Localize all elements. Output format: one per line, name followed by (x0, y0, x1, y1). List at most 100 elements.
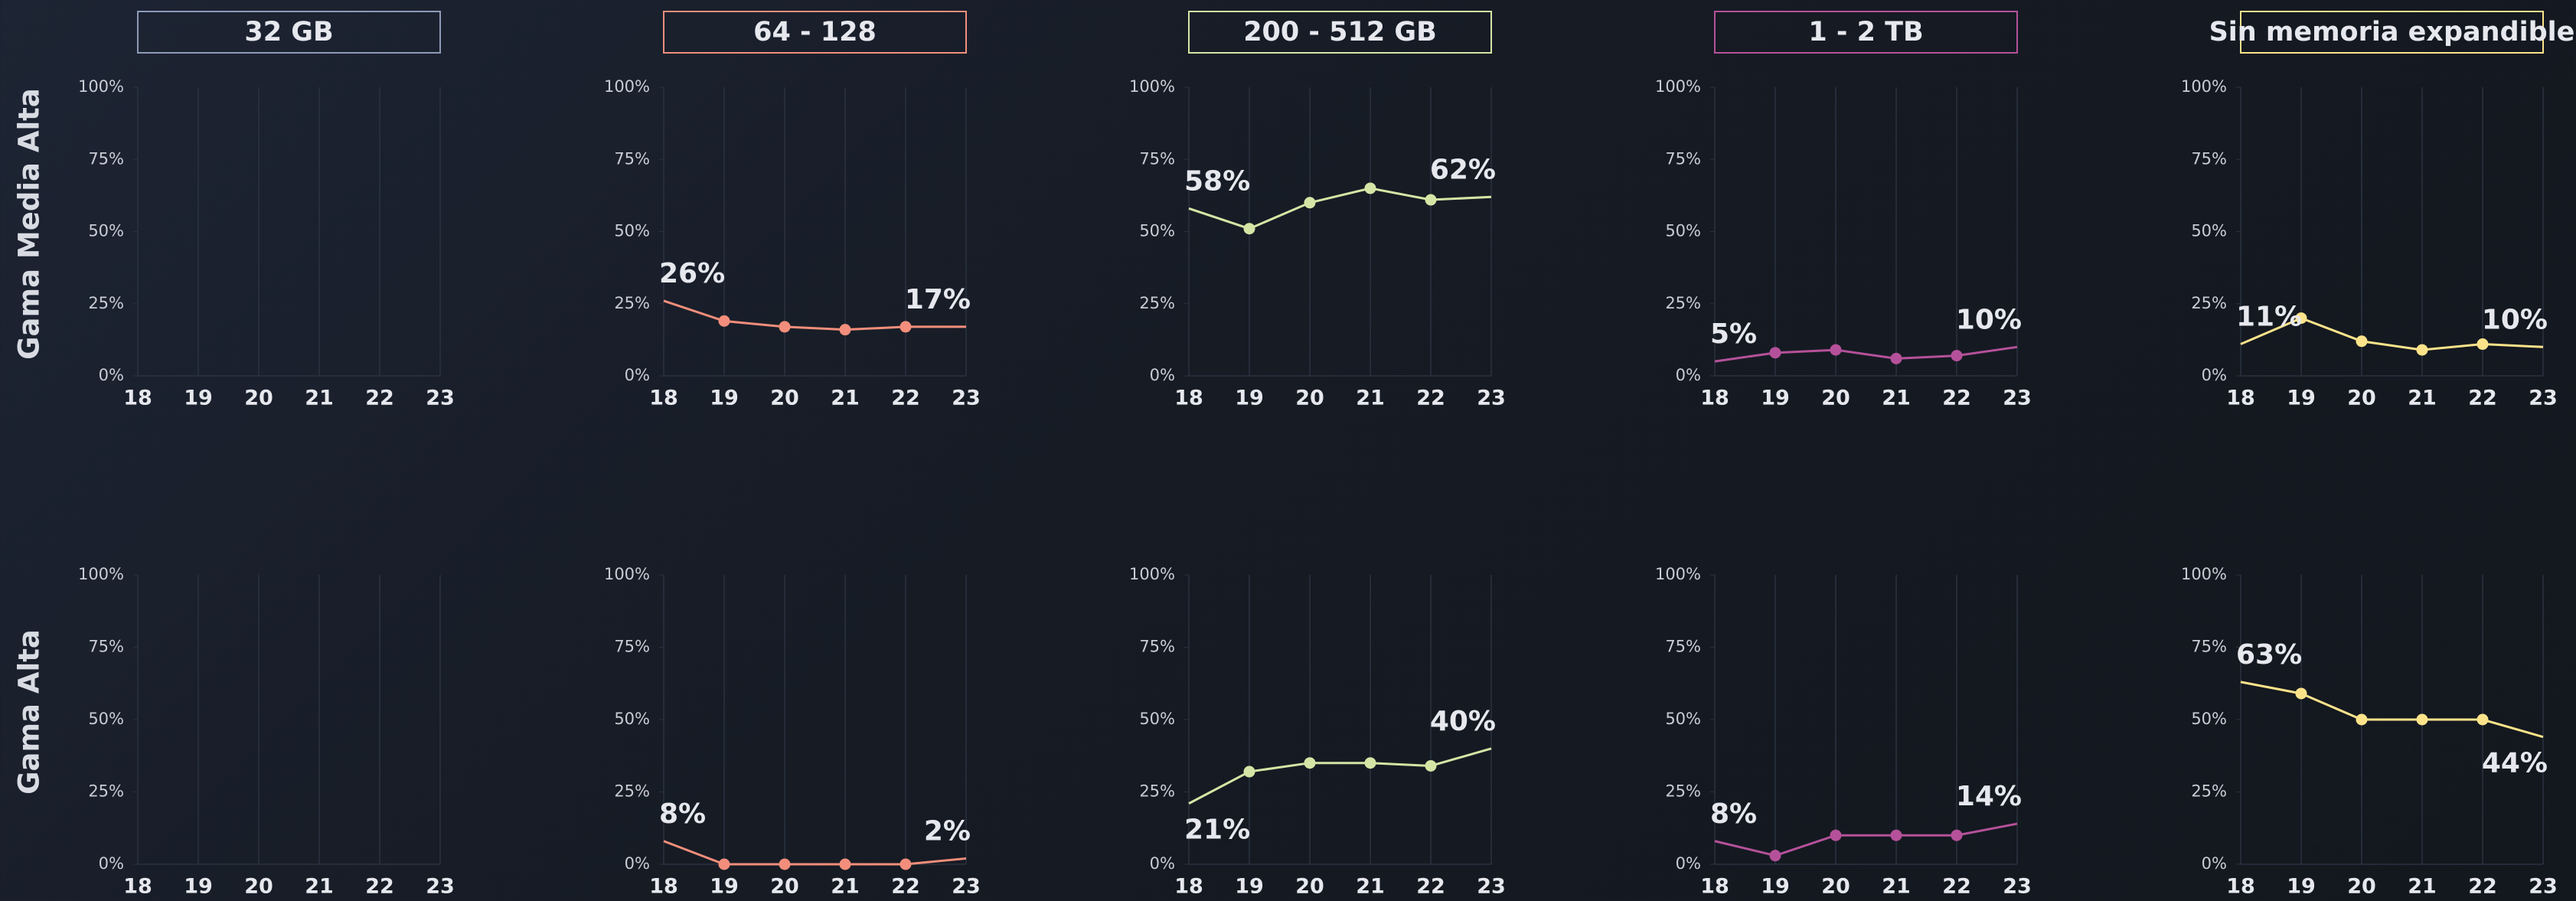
point (1890, 829, 1902, 841)
y-tick-label: 50% (1665, 710, 1701, 728)
y-tick-label: 100% (604, 77, 650, 96)
point (1769, 347, 1781, 359)
y-tick-label: 50% (1139, 710, 1175, 728)
x-tick-label: 22 (365, 387, 394, 410)
x-tick-label: 18 (123, 387, 152, 410)
x-tick-label: 18 (2226, 875, 2255, 899)
small-chart: 18 19 20 21 22 23 0% 25% 50% 75% 100% 21% 40% (1129, 565, 1506, 899)
x-tick-label: 23 (1477, 875, 1506, 899)
small-chart: 18 19 20 21 22 23 0% 25% 50% 75% 100% 58% 62% (1129, 77, 1506, 410)
y-tick-label: 25% (2191, 782, 2227, 801)
point (718, 858, 730, 870)
point (1830, 829, 1842, 841)
column-header: 64 - 128 (753, 17, 877, 47)
x-tick-label: 22 (2468, 875, 2497, 899)
x-tick-label: 23 (2003, 387, 2032, 410)
value-label: 10% (2482, 304, 2548, 335)
x-tick-label: 19 (710, 875, 739, 899)
y-tick-label: 0% (2202, 366, 2227, 384)
y-tick-label: 100% (1129, 77, 1175, 96)
x-tick-label: 20 (1821, 875, 1850, 899)
value-label: 17% (905, 284, 971, 315)
y-tick-label: 75% (614, 638, 650, 656)
x-tick-label: 18 (1700, 875, 1729, 899)
y-tick-label: 75% (1139, 638, 1175, 656)
x-tick-label: 19 (1761, 875, 1790, 899)
x-tick-label: 21 (1882, 875, 1911, 899)
x-tick-label: 21 (831, 875, 860, 899)
x-tick-label: 19 (2287, 387, 2316, 410)
x-tick-label: 19 (1235, 387, 1264, 410)
x-tick-label: 18 (649, 387, 678, 410)
line (2240, 681, 2544, 739)
x-tick-label: 19 (710, 387, 739, 410)
x-tick-label: 21 (2408, 875, 2437, 899)
small-chart: 18 19 20 21 22 23 0% 25% 50% 75% 100% 63% 44% (2181, 565, 2558, 899)
y-tick-label: 25% (1139, 782, 1175, 801)
line (1188, 187, 1492, 230)
small-chart: 18 19 20 21 22 23 0% 25% 50% 75% 100% (78, 565, 455, 899)
x-tick-label: 20 (2347, 387, 2376, 410)
y-tick-label: 100% (2181, 77, 2227, 96)
x-tick-label: 20 (770, 875, 799, 899)
small-chart: 18 19 20 21 22 23 0% 25% 50% 75% 100% (78, 77, 455, 410)
value-label: 8% (659, 798, 706, 830)
y-tick-label: 25% (2191, 294, 2227, 312)
point (899, 858, 912, 870)
x-tick-label: 18 (2226, 387, 2255, 410)
y-tick-label: 25% (614, 782, 650, 801)
y-tick-label: 50% (88, 222, 124, 240)
line (663, 840, 967, 866)
x-tick-label: 21 (305, 875, 334, 899)
x-tick-label: 19 (2287, 875, 2316, 899)
y-tick-label: 0% (99, 854, 124, 873)
point (2416, 713, 2428, 726)
line (663, 299, 966, 331)
point (2295, 687, 2307, 700)
line (1714, 345, 2018, 363)
value-label: 62% (1430, 154, 1496, 185)
value-label: 2% (924, 815, 971, 847)
small-chart: 18 19 20 21 22 23 0% 25% 50% 75% 100% 8% 2% (604, 565, 981, 899)
x-tick-label: 20 (244, 875, 273, 899)
column-header-box (663, 11, 967, 54)
y-tick-label: 75% (88, 638, 124, 656)
y-tick-label: 75% (1665, 149, 1701, 168)
x-tick-label: 20 (770, 387, 799, 410)
y-tick-label: 75% (88, 149, 124, 168)
point (2476, 713, 2489, 726)
x-tick-label: 20 (244, 387, 273, 410)
column-header: 200 - 512 GB (1243, 17, 1437, 47)
y-tick-label: 25% (88, 294, 124, 312)
x-tick-label: 20 (2347, 875, 2376, 899)
x-tick-label: 21 (1356, 875, 1385, 899)
y-tick-label: 50% (614, 710, 650, 728)
x-tick-label: 21 (1882, 387, 1911, 410)
row-label: Gama Alta (13, 629, 46, 795)
y-tick-label: 25% (614, 294, 650, 312)
value-label: 5% (1710, 318, 1757, 350)
y-tick-label: 0% (625, 854, 650, 873)
x-tick-label: 22 (1942, 387, 1971, 410)
y-tick-label: 50% (88, 710, 124, 728)
x-tick-label: 22 (1416, 387, 1445, 410)
y-tick-label: 0% (1676, 854, 1701, 873)
y-tick-label: 50% (1665, 222, 1701, 240)
point (1364, 757, 1376, 769)
line (2240, 316, 2544, 351)
x-tick-label: 23 (426, 875, 455, 899)
y-tick-label: 100% (78, 77, 124, 96)
point (718, 315, 730, 327)
x-tick-label: 21 (2408, 387, 2437, 410)
x-tick-label: 18 (1700, 387, 1729, 410)
line (1188, 747, 1492, 805)
point (1830, 344, 1842, 356)
y-tick-label: 75% (2191, 149, 2227, 168)
y-tick-label: 75% (2191, 638, 2227, 656)
small-chart: 18 19 20 21 22 23 0% 25% 50% 75% 100% 5% 10% (1655, 77, 2032, 410)
point (839, 324, 851, 336)
x-tick-label: 19 (1761, 387, 1790, 410)
x-tick-label: 21 (831, 387, 860, 410)
